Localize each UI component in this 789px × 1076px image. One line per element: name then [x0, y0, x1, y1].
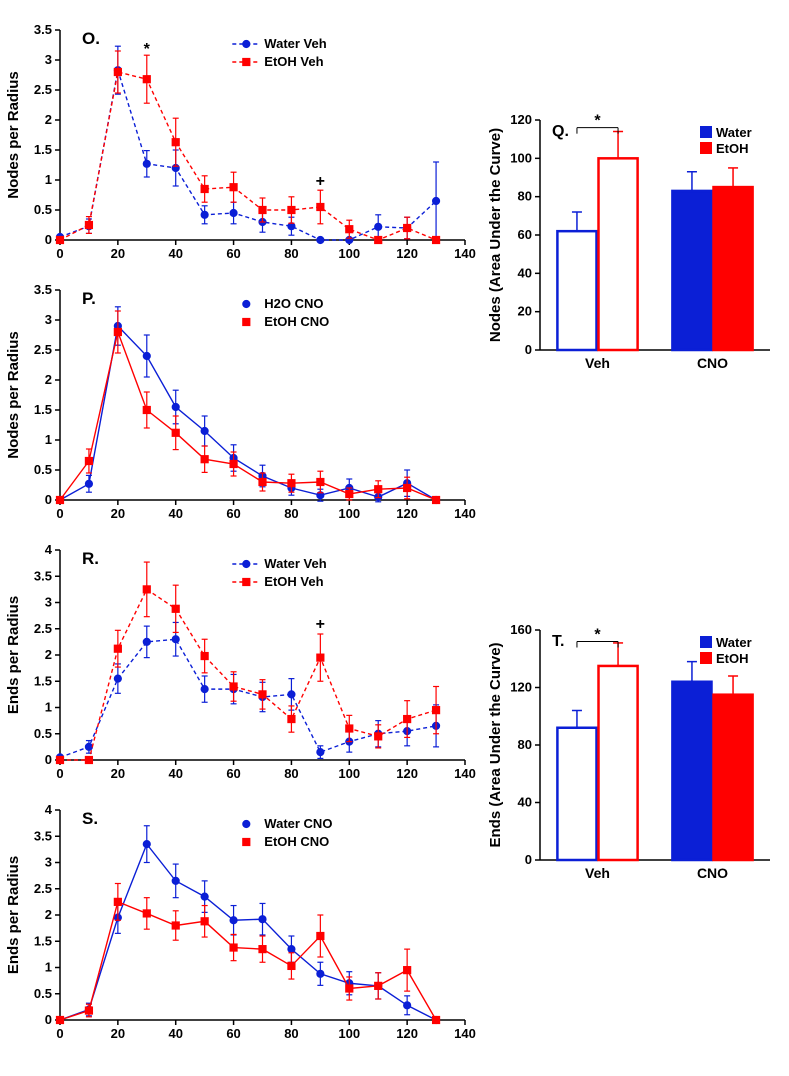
svg-text:3: 3 — [45, 52, 52, 67]
svg-text:0: 0 — [45, 492, 52, 507]
svg-text:120: 120 — [396, 506, 418, 521]
svg-text:Veh: Veh — [585, 355, 610, 371]
svg-text:Veh: Veh — [585, 865, 610, 881]
svg-text:120: 120 — [396, 1026, 418, 1041]
panel-label-R: R. — [82, 549, 99, 568]
svg-text:CNO: CNO — [697, 355, 728, 371]
svg-text:3.5: 3.5 — [34, 22, 52, 37]
svg-text:1.5: 1.5 — [34, 933, 52, 948]
svg-text:40: 40 — [168, 506, 182, 521]
svg-text:40: 40 — [518, 795, 532, 810]
svg-text:60: 60 — [518, 227, 532, 242]
svg-text:*: * — [594, 113, 601, 130]
svg-text:0.5: 0.5 — [34, 986, 52, 1001]
svg-text:Water Veh: Water Veh — [264, 36, 326, 51]
svg-text:80: 80 — [518, 737, 532, 752]
svg-text:100: 100 — [510, 150, 532, 165]
panel-label-O: O. — [82, 29, 100, 48]
svg-text:EtOH Veh: EtOH Veh — [264, 574, 323, 589]
svg-text:140: 140 — [454, 506, 476, 521]
svg-text:*: * — [594, 627, 601, 644]
svg-text:20: 20 — [111, 1026, 125, 1041]
barchart-Q: 020406080100120Nodes (Area Under the Cur… — [0, 120, 789, 400]
svg-text:160: 160 — [510, 622, 532, 637]
svg-text:0: 0 — [525, 852, 532, 867]
svg-text:2.5: 2.5 — [34, 82, 52, 97]
svg-text:1: 1 — [45, 960, 52, 975]
svg-text:3.5: 3.5 — [34, 568, 52, 583]
svg-text:Water Veh: Water Veh — [264, 556, 326, 571]
svg-text:3: 3 — [45, 595, 52, 610]
svg-text:Nodes (Area Under the Curve): Nodes (Area Under the Curve) — [487, 128, 504, 342]
svg-text:20: 20 — [518, 304, 532, 319]
svg-text:60: 60 — [226, 1026, 240, 1041]
svg-text:Ends (Area Under the Curve): Ends (Area Under the Curve) — [487, 642, 504, 847]
svg-text:0.5: 0.5 — [34, 462, 52, 477]
svg-text:40: 40 — [168, 1026, 182, 1041]
svg-text:140: 140 — [454, 1026, 476, 1041]
svg-text:0: 0 — [45, 1012, 52, 1027]
svg-text:T.: T. — [552, 633, 564, 650]
svg-text:0: 0 — [525, 342, 532, 357]
svg-text:EtOH Veh: EtOH Veh — [264, 54, 323, 69]
svg-text:20: 20 — [111, 506, 125, 521]
svg-text:100: 100 — [338, 1026, 360, 1041]
svg-text:0: 0 — [56, 506, 63, 521]
svg-text:Water: Water — [716, 125, 752, 140]
svg-text:Water: Water — [716, 635, 752, 650]
svg-text:EtOH: EtOH — [716, 141, 749, 156]
svg-text:0: 0 — [56, 1026, 63, 1041]
svg-text:4: 4 — [45, 542, 53, 557]
svg-text:Q.: Q. — [552, 123, 569, 140]
svg-text:100: 100 — [338, 506, 360, 521]
svg-text:60: 60 — [226, 506, 240, 521]
svg-text:1: 1 — [45, 432, 52, 447]
svg-text:80: 80 — [284, 506, 298, 521]
svg-text:EtOH: EtOH — [716, 651, 749, 666]
svg-text:120: 120 — [510, 680, 532, 695]
svg-text:1.5: 1.5 — [34, 402, 52, 417]
svg-text:*: * — [144, 41, 151, 58]
svg-text:120: 120 — [510, 112, 532, 127]
svg-text:80: 80 — [518, 189, 532, 204]
svg-text:CNO: CNO — [697, 865, 728, 881]
barchart-T: 04080120160Ends (Area Under the Curve)Ve… — [0, 630, 789, 910]
svg-text:80: 80 — [284, 1026, 298, 1041]
svg-text:40: 40 — [518, 265, 532, 280]
